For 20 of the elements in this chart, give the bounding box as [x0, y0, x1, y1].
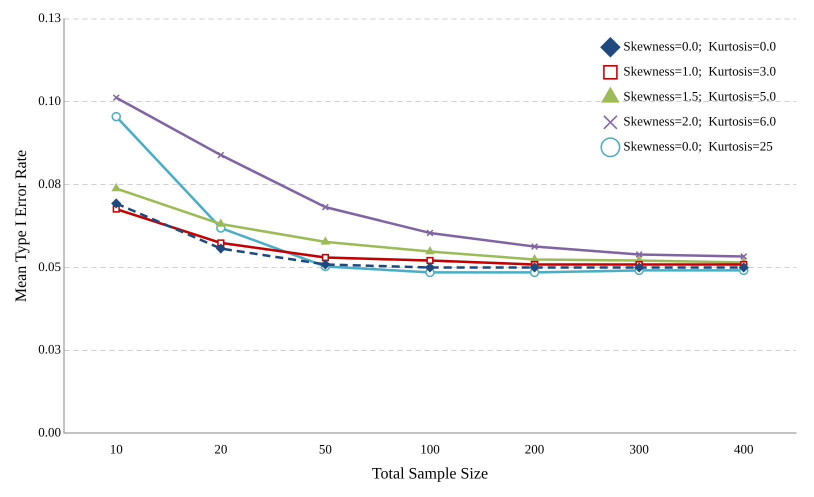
legend-label: Skewness=1.0; Kurtosis=3.0 — [623, 64, 776, 79]
x-tick-label: 100 — [420, 441, 440, 456]
x-axis-title: Total Sample Size — [372, 466, 488, 483]
y-tick-label: 0.03 — [38, 342, 61, 357]
x-tick-label: 50 — [318, 441, 332, 456]
x-tick-label: 200 — [524, 441, 544, 456]
y-tick-label: 0.10 — [38, 93, 61, 108]
x-tick-label: 300 — [629, 441, 649, 456]
x-tick-label: 10 — [110, 441, 123, 456]
legend-label: Skewness=1.5; Kurtosis=5.0 — [623, 88, 776, 104]
y-tick-label: 0.05 — [38, 258, 61, 274]
y-tick-label: 0.00 — [38, 424, 61, 440]
y-tick-label: 0.13 — [38, 10, 61, 26]
x-tick-label: 400 — [734, 441, 754, 456]
y-axis-title: Mean Type I Error Rate — [12, 150, 30, 302]
y-tick-label: 0.08 — [38, 176, 61, 191]
x-tick-label: 20 — [214, 441, 228, 456]
legend-label: Skewness=0.0; Kurtosis=0.0 — [623, 38, 776, 54]
legend-label: Skewness=2.0; Kurtosis=6.0 — [623, 114, 776, 129]
legend-label: Skewness=0.0; Kurtosis=25 — [623, 138, 773, 154]
